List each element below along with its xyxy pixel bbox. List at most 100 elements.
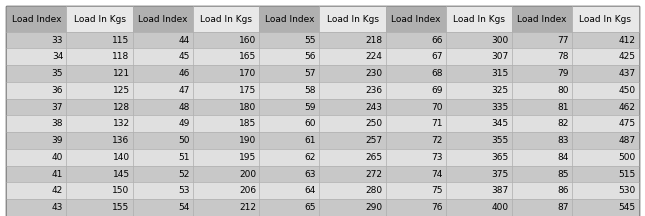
Bar (512, 32, 572, 48)
Text: 48: 48 (178, 103, 190, 111)
Text: 39: 39 (52, 136, 63, 145)
Text: Load Index: Load Index (391, 14, 441, 24)
Text: Load In Kgs: Load In Kgs (200, 14, 252, 24)
Text: 71: 71 (431, 119, 442, 128)
Text: 515: 515 (618, 170, 635, 179)
Bar (446, 115, 512, 132)
Bar (319, 32, 386, 48)
Text: 160: 160 (239, 35, 256, 44)
Bar (66, 132, 133, 149)
Bar (386, 149, 446, 166)
Text: 34: 34 (52, 52, 63, 61)
Bar (572, 65, 639, 82)
Bar (259, 199, 319, 216)
Bar (6, 199, 66, 216)
Text: 315: 315 (491, 69, 509, 78)
Bar (512, 65, 572, 82)
Bar (386, 132, 446, 149)
Text: 43: 43 (52, 203, 63, 212)
Bar (133, 82, 193, 99)
Bar (446, 6, 512, 32)
Text: 250: 250 (365, 119, 382, 128)
Text: 190: 190 (239, 136, 256, 145)
Text: 140: 140 (112, 153, 130, 162)
Text: 224: 224 (366, 52, 382, 61)
Bar (446, 199, 512, 216)
Bar (193, 65, 259, 82)
Bar (446, 166, 512, 183)
Bar (259, 132, 319, 149)
Bar (572, 166, 639, 183)
Text: 81: 81 (557, 103, 569, 111)
Text: 80: 80 (557, 86, 569, 95)
Bar (6, 48, 66, 65)
Bar (319, 99, 386, 115)
Bar (572, 32, 639, 48)
Bar (133, 99, 193, 115)
Text: 52: 52 (178, 170, 190, 179)
Bar (193, 32, 259, 48)
Text: 530: 530 (618, 186, 635, 195)
Bar (572, 199, 639, 216)
Bar (572, 82, 639, 99)
Bar (572, 6, 639, 32)
Text: 165: 165 (239, 52, 256, 61)
Bar (193, 132, 259, 149)
Text: 50: 50 (178, 136, 190, 145)
Bar (259, 82, 319, 99)
Text: 84: 84 (557, 153, 569, 162)
Text: 400: 400 (491, 203, 509, 212)
Text: 425: 425 (619, 52, 635, 61)
Bar (512, 199, 572, 216)
Text: 180: 180 (239, 103, 256, 111)
Bar (133, 65, 193, 82)
Bar (446, 149, 512, 166)
Text: 450: 450 (618, 86, 635, 95)
Text: 45: 45 (178, 52, 190, 61)
Text: 85: 85 (557, 170, 569, 179)
Bar (319, 183, 386, 199)
Bar (133, 115, 193, 132)
Bar (512, 132, 572, 149)
Bar (319, 115, 386, 132)
Bar (446, 132, 512, 149)
Text: 118: 118 (112, 52, 130, 61)
Text: 272: 272 (366, 170, 382, 179)
Text: Load In Kgs: Load In Kgs (326, 14, 379, 24)
Bar (446, 48, 512, 65)
Text: 355: 355 (491, 136, 509, 145)
Bar (512, 166, 572, 183)
Text: 66: 66 (431, 35, 442, 44)
Bar (133, 48, 193, 65)
Text: 77: 77 (557, 35, 569, 44)
Bar (193, 48, 259, 65)
Bar (572, 48, 639, 65)
Bar (66, 166, 133, 183)
Bar (446, 32, 512, 48)
Bar (319, 199, 386, 216)
Bar (133, 132, 193, 149)
Bar (193, 99, 259, 115)
Bar (66, 32, 133, 48)
Text: 56: 56 (304, 52, 316, 61)
Text: 132: 132 (112, 119, 130, 128)
Text: Load In Kgs: Load In Kgs (453, 14, 505, 24)
Bar (6, 149, 66, 166)
Text: 40: 40 (52, 153, 63, 162)
Text: 437: 437 (618, 69, 635, 78)
Text: 83: 83 (557, 136, 569, 145)
Text: 325: 325 (491, 86, 509, 95)
Bar (446, 82, 512, 99)
Text: Load In Kgs: Load In Kgs (74, 14, 126, 24)
Bar (6, 183, 66, 199)
Text: 64: 64 (304, 186, 316, 195)
Bar (259, 99, 319, 115)
Bar (133, 199, 193, 216)
Bar (512, 6, 572, 32)
Text: 49: 49 (178, 119, 190, 128)
Text: 487: 487 (618, 136, 635, 145)
Bar (512, 115, 572, 132)
Text: 365: 365 (491, 153, 509, 162)
Bar (133, 32, 193, 48)
Bar (6, 132, 66, 149)
